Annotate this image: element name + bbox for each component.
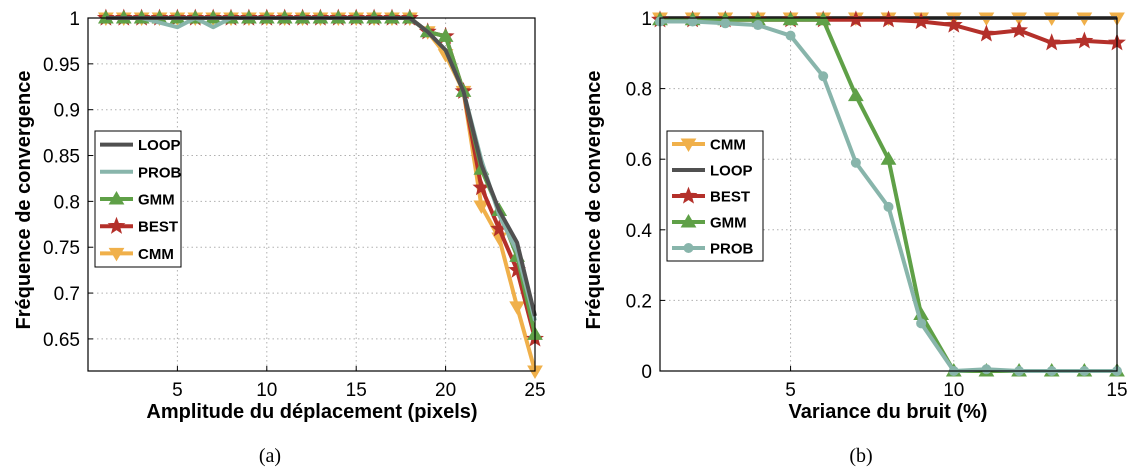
legend-label: GMM: [710, 215, 747, 232]
axes-frame: [87, 17, 536, 372]
legend-entry-cmm: CMM: [672, 137, 746, 154]
y-tick-label: 0.75: [43, 238, 80, 259]
y-tick-label: 0.8: [54, 192, 80, 213]
legend-entry-gmm: GMM: [100, 191, 175, 209]
x-tick-label: 20: [435, 380, 456, 401]
legend-label: LOOP: [138, 137, 181, 154]
data-point: [1042, 33, 1061, 51]
x-tick-label: 10: [943, 380, 964, 401]
data-point: [720, 18, 731, 29]
data-point: [912, 12, 931, 30]
legend-marker: [683, 243, 694, 253]
x-tick-label: 5: [172, 380, 183, 401]
chart-1: 5 10 15 0 0.2 0.4 0.6 0.8 1 Variance du bruit (%)…: [583, 9, 1128, 467]
data-point: [818, 71, 829, 82]
y-tick-label: 0.8: [626, 80, 652, 101]
legend-entry-gmm: GMM: [672, 214, 747, 232]
data-point: [981, 364, 992, 375]
legend-label: BEST: [710, 189, 750, 206]
data-point: [847, 87, 864, 102]
legend-label: PROB: [710, 241, 754, 258]
data-point: [916, 318, 927, 329]
legend-marker: [679, 186, 698, 204]
subfigure-caption: (b): [849, 445, 872, 467]
x-tick-label: 15: [1106, 380, 1127, 401]
data-point: [687, 16, 698, 27]
chart-0: 5 10 15 20 25 0.65 0.7 0.75 0.8 0.85 0.9 0.95 1 Ampli…: [13, 8, 546, 467]
legend-entry-prob: PROB: [100, 164, 182, 181]
legend-marker: [108, 191, 125, 205]
y-tick-label: 1: [69, 9, 80, 30]
data-point: [879, 10, 898, 28]
legend-entry-prob: PROB: [672, 241, 754, 258]
legend-label: CMM: [710, 137, 746, 154]
data-point: [977, 24, 996, 42]
legend-entry-best: BEST: [100, 216, 178, 236]
y-tick-label: 0.2: [626, 291, 652, 312]
x-axis-label: Variance du bruit (%): [789, 401, 988, 423]
y-tick-label: 0: [641, 362, 652, 383]
y-tick-label: 1: [641, 9, 652, 30]
data-point: [850, 157, 861, 168]
legend-label: CMM: [138, 246, 174, 263]
y-tick-label: 0.85: [43, 147, 80, 168]
x-axis-label: Amplitude du déplacement (pixels): [146, 401, 477, 423]
data-point: [782, 11, 799, 26]
data-point: [1075, 31, 1094, 49]
x-tick-label: 5: [785, 380, 796, 401]
legend-entry-loop: LOOP: [100, 137, 181, 154]
data-point: [944, 15, 963, 33]
legend-marker: [108, 247, 125, 262]
legend-label: LOOP: [710, 163, 753, 180]
y-tick-label: 0.65: [43, 330, 80, 351]
y-tick-label: 0.7: [54, 284, 80, 305]
legend-entry-loop: LOOP: [672, 163, 753, 180]
y-axis-label: Fréquence de convergence: [13, 71, 35, 330]
legend-entry-cmm: CMM: [100, 246, 174, 263]
x-tick-label: 25: [524, 380, 545, 401]
x-tick-label: 15: [346, 380, 367, 401]
y-axis-label: Fréquence de convergence: [583, 71, 605, 330]
x-tick-label: 10: [256, 380, 277, 401]
y-tick-label: 0.4: [626, 221, 653, 242]
legend-marker: [107, 216, 126, 234]
data-point: [1010, 21, 1029, 38]
data-point: [473, 200, 490, 214]
data-point: [880, 151, 897, 165]
legend: CMM LOOP BEST GMM PROB: [666, 130, 764, 262]
subfigure-caption: (a): [259, 445, 281, 467]
legend-marker: [680, 214, 697, 228]
data-point: [752, 20, 763, 31]
legend-label: PROB: [138, 164, 182, 181]
y-tick-label: 0.6: [626, 150, 652, 171]
legend-marker: [680, 138, 697, 152]
data-point: [846, 10, 865, 28]
legend-label: GMM: [138, 192, 175, 209]
data-point: [815, 11, 832, 26]
axes-frame: [659, 17, 1118, 372]
data-point: [883, 201, 894, 212]
data-point: [437, 28, 454, 42]
legend-label: BEST: [138, 219, 178, 236]
legend: LOOP PROB GMM BEST CMM: [94, 130, 182, 268]
data-point: [509, 301, 525, 315]
data-point: [785, 30, 796, 41]
y-tick-label: 0.95: [43, 55, 80, 76]
y-tick-label: 0.9: [54, 101, 80, 122]
legend-entry-best: BEST: [672, 186, 750, 206]
